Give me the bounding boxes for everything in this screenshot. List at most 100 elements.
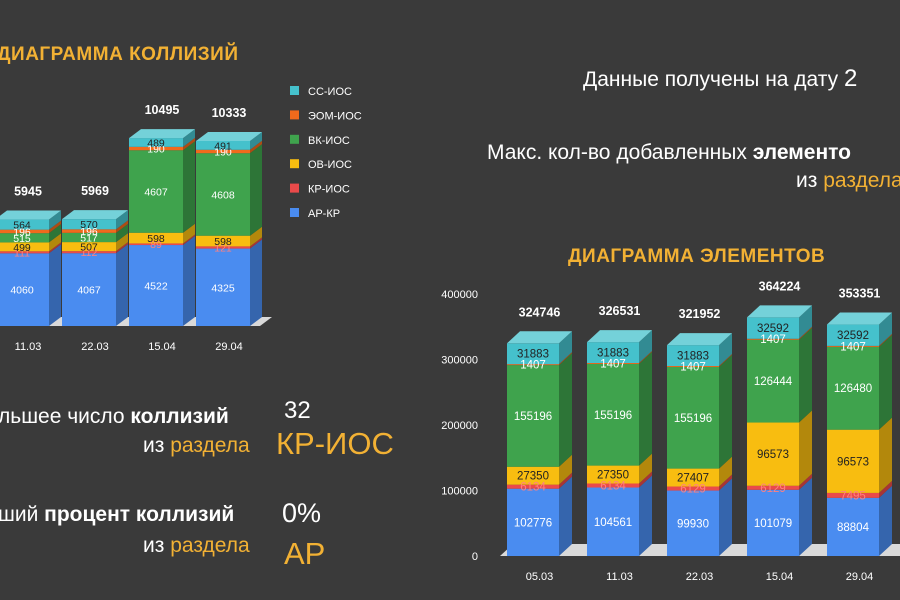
legend-label-АР-КР: АР-КР <box>308 208 340 220</box>
collisions-label-11.03-ЭОМ-ИОС: 196 <box>13 226 31 238</box>
elements-bar-top <box>747 305 812 318</box>
legend-swatch-КР-ИОС <box>290 183 299 193</box>
collisions-category-11.03: 11.03 <box>15 341 42 353</box>
elements-ytick-100000: 100000 <box>441 486 478 498</box>
elements-label-29.04-ОВ-ИОС: 96573 <box>837 456 869 468</box>
collisions-bar-side <box>116 244 128 326</box>
least-bold: процент коллизий <box>44 503 235 526</box>
elements-bar-side <box>559 353 572 467</box>
most-collisions-section: из раздела <box>143 434 250 458</box>
elements-total-11.03: 326531 <box>599 304 641 318</box>
collisions-bar-front <box>129 232 183 244</box>
elements-label-15.04-КР-ИОС: 6129 <box>760 483 786 495</box>
elements-bar-side <box>559 331 572 365</box>
collisions-bar-side <box>183 141 195 233</box>
elements-label-29.04-ЭОМ-ИОС: 1407 <box>840 341 866 353</box>
collisions-bar-15.04-ЭОМ-ИОС <box>129 137 195 151</box>
collisions-bar-top <box>0 210 61 220</box>
elements-bar-22.03-АР-КР <box>667 478 732 556</box>
collisions-category-29.04: 29.04 <box>215 341 243 353</box>
collisions-bar-11.03-АР-КР <box>0 244 61 326</box>
elements-bar-side <box>799 410 812 486</box>
collisions-label-22.03-СС-ИОС: 570 <box>80 219 98 231</box>
collisions-bar-front <box>62 229 116 233</box>
most-collisions-section-value: КР-ИОС <box>276 426 394 461</box>
collisions-bar-11.03-ВК-ИОС <box>0 224 61 243</box>
collisions-bar-top <box>129 129 195 139</box>
collisions-bar-side <box>49 210 61 230</box>
collisions-bar-front <box>196 140 250 150</box>
elements-bar-front <box>507 466 559 485</box>
elements-bar-11.03-ВК-ИОС <box>587 351 652 466</box>
collisions-label-22.03-ВК-ИОС: 517 <box>80 232 98 244</box>
most-section: раздела <box>170 434 250 457</box>
collisions-bar-11.03-ОВ-ИОС <box>0 233 61 252</box>
legend-swatch-СС-ИОС <box>290 86 299 95</box>
elements-bar-11.03-АР-КР <box>587 475 652 556</box>
elements-label-05.03-КР-ИОС: 6134 <box>520 482 546 494</box>
max-bold: элементо <box>752 141 851 164</box>
elements-bar-side <box>719 354 732 469</box>
elements-category-15.04: 15.04 <box>766 571 794 583</box>
legend-label-ЭОМ-ИОС: ЭОМ-ИОС <box>308 110 362 122</box>
collisions-bar-29.04-КР-ИОС <box>196 237 262 249</box>
collisions-bar-side <box>250 239 262 326</box>
most-from: из <box>143 434 165 457</box>
elements-label-22.03-СС-ИОС: 31883 <box>677 351 709 363</box>
collisions-bar-29.04-АР-КР <box>196 239 262 326</box>
collisions-label-22.03-ЭОМ-ИОС: 196 <box>80 226 98 238</box>
elements-bar-front <box>827 346 879 430</box>
elements-bar-05.03-ВК-ИОС <box>507 353 572 467</box>
collisions-bar-22.03-ОВ-ИОС <box>62 233 128 252</box>
elements-label-15.04-ЭОМ-ИОС: 1407 <box>760 334 786 346</box>
elements-bar-front <box>587 363 639 466</box>
elements-bar-side <box>879 312 892 346</box>
elements-bar-side <box>559 472 572 489</box>
collisions-bar-15.04-СС-ИОС <box>129 129 195 147</box>
elements-bar-front <box>507 365 559 467</box>
elements-bar-front <box>827 497 879 556</box>
collisions-label-22.03-АР-КР: 4067 <box>77 285 101 297</box>
legend-swatch-АР-КР <box>290 208 299 217</box>
least-percent-value: 0% <box>282 498 322 528</box>
elements-bar-side <box>879 485 892 556</box>
elements-bar-29.04-СС-ИОС <box>827 312 892 346</box>
elements-bar-front <box>747 317 799 339</box>
collisions-bar-11.03-СС-ИОС <box>0 210 61 230</box>
collisions-total-22.03: 5969 <box>81 184 109 198</box>
elements-bar-11.03-ЭОМ-ИОС <box>587 351 652 364</box>
elements-bar-22.03-КР-ИОС <box>667 474 732 491</box>
elements-label-29.04-КР-ИОС: 7495 <box>840 490 866 502</box>
collisions-bar-22.03-СС-ИОС <box>62 210 128 230</box>
collisions-bar-side <box>49 244 61 326</box>
elements-label-05.03-ЭОМ-ИОС: 1407 <box>520 360 546 372</box>
elements-ytick-300000: 300000 <box>441 355 478 367</box>
elements-bar-05.03-ЭОМ-ИОС <box>507 352 572 366</box>
collisions-bar-front <box>62 219 116 230</box>
collisions-bar-front <box>0 219 49 230</box>
elements-total-22.03: 321952 <box>679 307 721 321</box>
elements-ytick-0: 0 <box>472 551 478 563</box>
collisions-label-11.03-СС-ИОС: 564 <box>13 220 31 232</box>
elements-bar-side <box>799 327 812 423</box>
elements-bar-side <box>559 476 572 556</box>
collisions-bar-11.03-КР-ИОС <box>0 242 61 254</box>
elements-label-15.04-ОВ-ИОС: 96573 <box>757 449 789 461</box>
collisions-bar-29.04-ЭОМ-ИОС <box>196 140 262 154</box>
least-prefix: ший <box>0 503 39 526</box>
elements-label-29.04-ВК-ИОС: 126480 <box>834 383 872 395</box>
collisions-bar-side <box>116 233 128 252</box>
elements-label-22.03-АР-КР: 99930 <box>677 518 709 530</box>
collisions-bar-front <box>196 149 250 154</box>
elements-category-29.04: 29.04 <box>846 571 874 583</box>
elements-bar-22.03-ОВ-ИОС <box>667 456 732 487</box>
collisions-category-22.03: 22.03 <box>81 341 109 353</box>
elements-bar-side <box>639 453 652 484</box>
collisions-label-29.04-АР-КР: 4325 <box>211 282 235 294</box>
max-from: из <box>796 169 818 192</box>
collisions-bar-front <box>62 251 116 254</box>
elements-bar-05.03-КР-ИОС <box>507 472 572 489</box>
elements-bar-29.04-АР-КР <box>827 485 892 556</box>
elements-bar-front <box>747 422 799 486</box>
legend-swatch-ЭОМ-ИОС <box>290 110 299 120</box>
